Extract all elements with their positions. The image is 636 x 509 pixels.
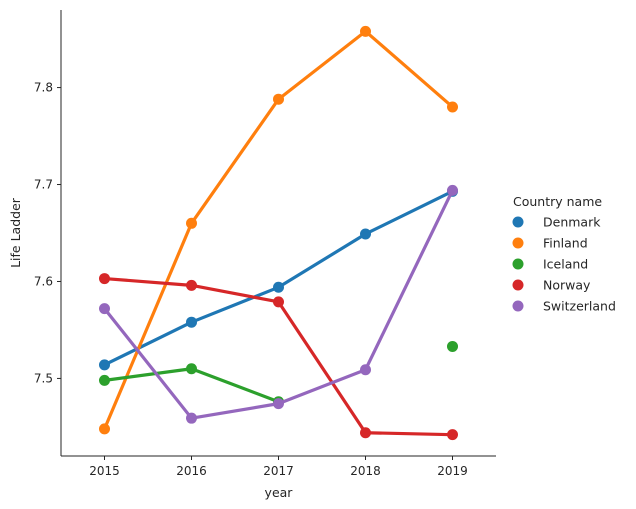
series-layer [99,25,458,441]
legend-label: Finland [543,236,588,251]
legend-item: Iceland [512,257,588,272]
series-denmark [99,185,458,371]
legend-item: Denmark [512,215,601,230]
data-point [186,316,197,328]
data-point [186,217,197,229]
series-line [102,189,455,367]
data-point [99,423,110,435]
data-point [273,281,284,293]
data-point [99,273,110,285]
y-tick-label: 7.5 [34,371,53,385]
data-point [447,429,458,441]
data-point [273,398,284,410]
series-line [102,29,455,431]
data-point [99,303,110,315]
series-iceland [99,340,458,408]
data-point [99,374,110,386]
legend-marker [512,237,524,249]
legend-label: Norway [543,278,591,293]
legend-item: Finland [512,236,588,251]
x-axis-label: year [265,485,294,500]
legend-marker [512,300,524,312]
data-point [447,101,458,113]
data-point [360,427,371,439]
series-finland [99,25,458,435]
data-point [447,184,458,196]
y-tick-label: 7.7 [34,178,53,192]
legend-marker [512,279,524,291]
data-point [99,359,110,371]
x-tick-label: 2019 [437,464,468,478]
legend-items: Denmark Finland Iceland Norway Switzerland [512,215,616,314]
data-point [186,412,197,424]
x-tick-label: 2017 [263,464,294,478]
legend-label: Iceland [543,257,588,272]
y-tick-label: 7.6 [34,274,53,288]
axes: 2015 2016 2017 2018 2019 7.5 7.6 7.7 7.8 [34,10,496,478]
data-point [360,228,371,240]
series-norway [99,273,458,441]
data-point [273,296,284,308]
data-point [360,364,371,376]
legend: Country name Denmark Finland Iceland Norway… [512,194,616,314]
legend-item: Switzerland [512,299,616,314]
y-tick-label: 7.8 [34,81,53,95]
data-point [273,93,284,105]
y-axis-label: Life Ladder [8,197,23,268]
data-point [360,25,371,37]
legend-marker [512,216,524,228]
legend-label: Switzerland [543,299,616,314]
data-point [186,363,197,375]
legend-marker [512,258,524,270]
data-point [186,279,197,291]
x-tick-label: 2016 [176,464,207,478]
legend-label: Denmark [543,215,601,230]
x-tick-label: 2015 [89,464,120,478]
x-tick-label: 2018 [350,464,381,478]
legend-title: Country name [513,194,602,209]
legend-item: Norway [512,278,591,293]
data-point [447,340,458,352]
series-switzerland [99,184,458,424]
